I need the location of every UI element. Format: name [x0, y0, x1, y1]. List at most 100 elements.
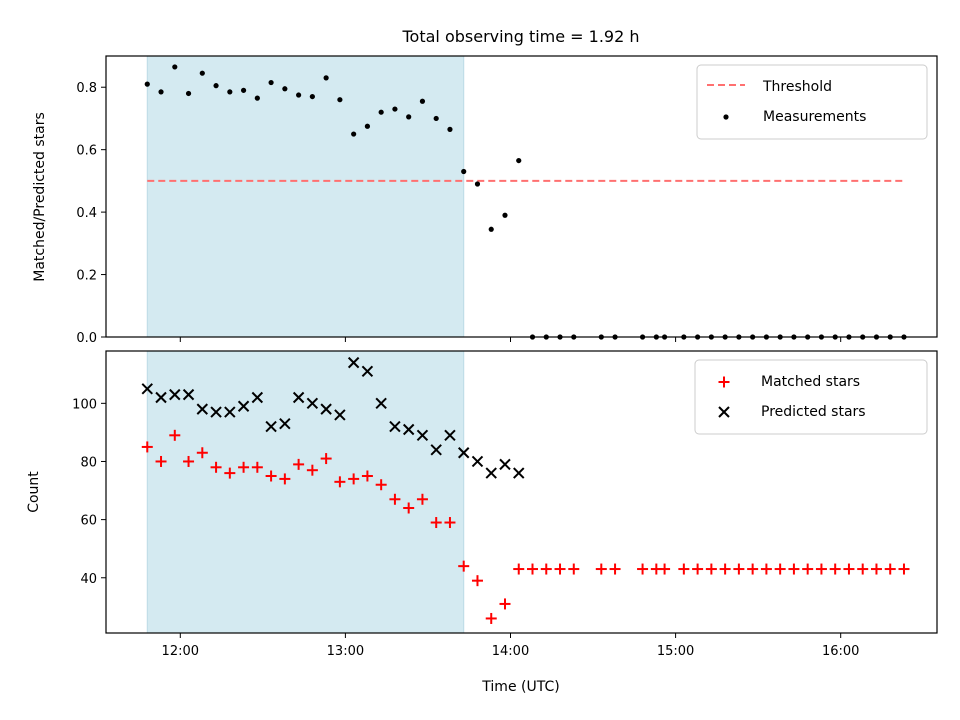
matched-stars-point	[389, 493, 401, 505]
measurements-point	[351, 131, 357, 137]
predicted-stars-point	[224, 406, 236, 418]
predicted-stars-point	[471, 455, 484, 468]
matched-stars-point	[361, 470, 373, 482]
predicted-stars-point	[320, 403, 332, 415]
measurements-point	[364, 123, 371, 129]
predicted-stars-point	[196, 403, 209, 415]
legend-matched-stars-label: Matched stars	[761, 374, 860, 390]
top-y-axis-label: Matched/Predicted stars	[32, 112, 48, 282]
measurements-point	[419, 98, 426, 104]
y-tick-label: 0.8	[76, 81, 97, 96]
y-tick-label: 0.0	[76, 331, 97, 346]
predicted-stars-point	[499, 458, 511, 471]
measurements-point	[488, 226, 494, 232]
matched-stars-point	[568, 563, 580, 575]
matched-stars-point	[485, 612, 497, 624]
predicted-stars-point	[389, 420, 401, 433]
matched-stars-point	[306, 464, 318, 476]
matched-stars-point	[692, 563, 704, 575]
matched-stars-point	[678, 563, 690, 575]
measurements-point	[254, 95, 260, 101]
matched-stars-point	[471, 575, 483, 587]
predicted-stars-point	[155, 391, 167, 404]
x-tick-label: 13:00	[327, 644, 364, 659]
predicted-stars-point	[458, 447, 470, 459]
matched-stars-point	[884, 563, 896, 575]
matched-stars-point	[513, 563, 525, 575]
legend-predicted-stars-label: Predicted stars	[761, 404, 866, 420]
legend-predicted-stars-swatch	[718, 406, 730, 418]
y-tick-label: 60	[80, 514, 97, 529]
measurements-point	[185, 90, 192, 97]
measurements-point	[461, 168, 467, 175]
predicted-stars-point	[279, 417, 291, 430]
matched-stars-point	[141, 441, 153, 453]
measurements-point	[474, 181, 481, 187]
matched-stars-point	[802, 563, 814, 575]
legend-box	[694, 359, 928, 435]
matched-stars-point	[334, 476, 346, 488]
legend-measurements-swatch	[723, 114, 729, 120]
matched-stars-point	[458, 560, 470, 572]
predicted-stars-point	[375, 397, 387, 410]
matched-stars-point	[554, 563, 566, 575]
y-tick-label: 0.4	[76, 206, 97, 221]
predicted-stars-point	[334, 409, 346, 421]
matched-stars-point	[843, 563, 855, 575]
measurements-point	[309, 93, 315, 100]
count-panel: 40 60 80 100 12:00 13:00 14:00 15:00 16:00 Matche…	[72, 350, 938, 659]
legend: Matched stars Predicted stars	[694, 359, 928, 435]
predicted-stars-point	[485, 467, 497, 479]
x-tick-label: 15:00	[657, 644, 694, 659]
matched-stars-point	[183, 455, 195, 467]
matched-stars-point	[760, 563, 772, 575]
matched-stars-point	[857, 563, 869, 575]
legend-box	[696, 64, 928, 140]
matched-stars-point	[169, 429, 181, 441]
predicted-stars-point	[306, 397, 319, 410]
matched-stars-point	[238, 461, 250, 473]
x-tick-label: 14:00	[492, 644, 529, 659]
matched-stars-series	[141, 429, 910, 624]
measurements-point	[502, 212, 508, 218]
observing-interval-shade	[146, 350, 465, 634]
matched-stars-point	[774, 563, 786, 575]
measurements-point	[447, 126, 453, 132]
matched-stars-point	[870, 563, 882, 575]
measurements-point	[268, 79, 274, 86]
legend: Threshold Measurements	[696, 64, 928, 140]
y-tick-label: 100	[72, 397, 97, 412]
y-tick-label: 0.6	[76, 144, 97, 159]
x-axis-label: Time (UTC)	[481, 679, 559, 695]
x-tick-label: 12:00	[162, 644, 199, 659]
measurements-point	[240, 87, 247, 93]
matched-stars-point	[279, 473, 291, 485]
chart-title: Total observing time = 1.92 h	[401, 27, 639, 46]
predicted-stars-point	[237, 400, 250, 412]
predicted-stars-point	[182, 388, 195, 401]
matched-stars-point	[705, 563, 717, 575]
bottom-y-axis-label: Count	[26, 471, 42, 513]
matched-stars-point	[595, 563, 607, 575]
y-tick-label: 80	[80, 455, 97, 470]
measurements-point	[516, 157, 522, 164]
y-tick-label: 40	[80, 572, 97, 587]
predicted-stars-point	[402, 423, 415, 436]
matched-stars-point	[540, 563, 552, 575]
predicted-stars-series	[141, 356, 525, 479]
matched-stars-point	[788, 563, 800, 575]
measurements-point	[199, 70, 205, 76]
predicted-stars-point	[416, 429, 429, 442]
matched-stars-point	[815, 563, 827, 575]
predicted-stars-point	[210, 406, 222, 418]
matched-stars-point	[659, 563, 671, 575]
matched-stars-point	[348, 473, 360, 485]
matched-stars-point	[320, 453, 332, 465]
matched-stars-point	[898, 563, 910, 575]
legend-matched-stars-swatch	[718, 376, 730, 388]
matched-stars-point	[444, 517, 456, 529]
measurements-point	[433, 115, 439, 122]
y-tick-label: 0.2	[76, 269, 97, 284]
measurements-point	[296, 92, 302, 98]
matched-stars-point	[155, 455, 167, 467]
